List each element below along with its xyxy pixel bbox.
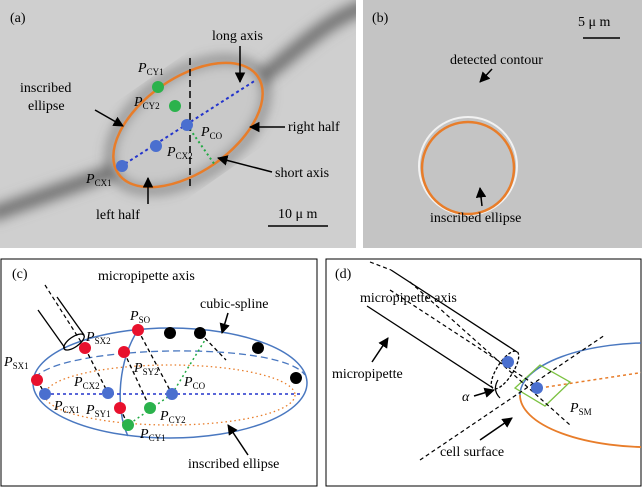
label-part: SO — [139, 315, 151, 325]
annotation: cubic-spline — [200, 297, 268, 312]
label-part: CX2 — [176, 151, 193, 161]
annotation: detected contour — [450, 53, 543, 68]
point — [181, 119, 193, 131]
label-part: CO — [210, 131, 223, 141]
label-part: P — [85, 403, 95, 418]
point — [144, 402, 156, 414]
point — [39, 388, 51, 400]
label-part: P — [166, 145, 176, 160]
point — [31, 374, 43, 386]
label-part: CX1 — [63, 405, 80, 415]
label-part: CO — [193, 381, 206, 391]
point — [102, 387, 114, 399]
point — [116, 160, 128, 172]
annotation: micropipette axis — [98, 269, 195, 284]
point — [132, 324, 144, 336]
panel-d: (d) micropipette axis micropipette α cel… — [326, 259, 642, 486]
point — [290, 372, 302, 384]
label-part: P — [133, 361, 143, 376]
label-part: P — [137, 61, 147, 76]
annotation: left half — [96, 208, 140, 223]
panel-a: (a) long axis inscribed ellipse right ha… — [0, 0, 370, 248]
angle-label: α — [462, 390, 470, 405]
point — [114, 402, 126, 414]
point — [531, 382, 543, 394]
label-part: P — [129, 309, 139, 324]
annotation: ellipse — [28, 99, 65, 114]
panel-label: (b) — [372, 11, 389, 26]
point — [118, 346, 130, 358]
scale-label: 10 μ m — [278, 207, 318, 222]
label-part: CY1 — [147, 67, 164, 77]
label-part: P — [85, 172, 95, 187]
annotation: inscribed ellipse — [430, 211, 521, 226]
label-part: SX1 — [13, 361, 29, 371]
label-part: P — [85, 330, 95, 345]
label-part: CX1 — [95, 178, 112, 188]
label-part: P — [133, 95, 143, 110]
label-part: P — [139, 427, 149, 442]
annotation: micropipette — [332, 367, 403, 382]
point — [166, 388, 178, 400]
label-part: P — [183, 375, 193, 390]
panel-frame — [1, 259, 317, 486]
label-part: P — [73, 375, 83, 390]
label-part: CX2 — [83, 381, 100, 391]
annotation: cell surface — [440, 445, 504, 460]
annotation: inscribed ellipse — [188, 457, 279, 472]
panel-label: (c) — [12, 267, 28, 282]
point — [150, 140, 162, 152]
label-part: P — [53, 399, 63, 414]
label-part: P — [159, 409, 169, 424]
panel-label: (a) — [10, 11, 26, 26]
label-part: P — [569, 401, 579, 416]
annotation: right half — [288, 120, 340, 135]
label-part: P — [200, 125, 210, 140]
label-part: SY2 — [143, 367, 159, 377]
point — [169, 100, 181, 112]
annotation: short axis — [275, 166, 329, 181]
annotation: inscribed — [20, 81, 71, 96]
panel-b: (b) 5 μ m detected contour inscribed ell… — [363, 0, 642, 248]
figure: (a) long axis inscribed ellipse right ha… — [0, 0, 642, 487]
point — [252, 342, 264, 354]
panel-label: (d) — [335, 267, 352, 282]
label-part: CY2 — [143, 101, 160, 111]
point — [152, 81, 164, 93]
label-part: CY1 — [149, 433, 166, 443]
point — [194, 327, 206, 339]
scale-label: 5 μ m — [578, 15, 611, 30]
label-part: SM — [579, 407, 592, 417]
label-part: SY1 — [95, 409, 111, 419]
panel-c: (c) micropipette axis cubic-spline inscr… — [1, 259, 317, 486]
label-part: SX2 — [95, 336, 111, 346]
annotation: micropipette axis — [360, 291, 457, 306]
label-part: CY2 — [169, 415, 186, 425]
point — [122, 419, 134, 431]
point — [164, 327, 176, 339]
point — [502, 356, 514, 368]
label-part: P — [3, 355, 13, 370]
annotation: long axis — [212, 29, 263, 44]
